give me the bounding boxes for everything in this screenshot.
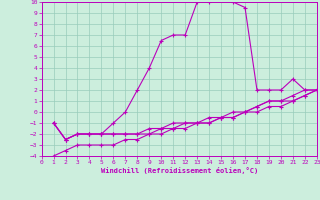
- X-axis label: Windchill (Refroidissement éolien,°C): Windchill (Refroidissement éolien,°C): [100, 167, 258, 174]
